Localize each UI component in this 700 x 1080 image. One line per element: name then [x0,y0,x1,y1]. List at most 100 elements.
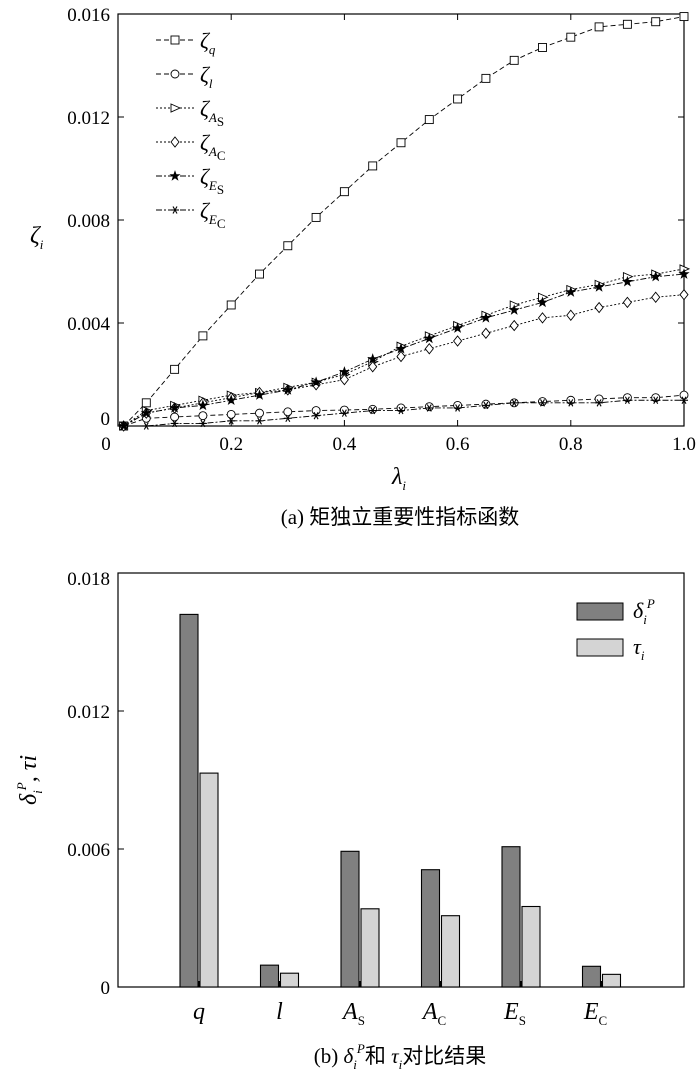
chart-a-legend-label: ζEC [200,198,226,231]
chart-a-point-s5 [255,417,264,425]
chart-a-ylabel-main: ζ [30,223,42,249]
chart-b-bars [179,613,622,988]
chart-a-point-s0 [622,19,632,29]
chart-b-ylabel: δiP, τi [14,755,45,805]
chart-a-legend-label-subsub: S [217,182,224,197]
chart-a-point-s4 [593,281,605,292]
chart-a-ytick-label: 0.008 [67,211,110,232]
chart-a-point-s4 [452,322,464,333]
chart-a-point-s5 [283,414,292,423]
chart-b-legend-label-sup: P [646,596,655,611]
chart-b-ylabel-delta: δ [16,793,42,805]
chart-a-legend-label-subsub: C [217,148,226,163]
chart-b-legend-label-sub: i [641,648,645,663]
chart-a-point-s3 [651,291,661,303]
chart-a-point-s5 [170,419,179,428]
chart-a-point-s1 [226,409,236,419]
chart-b-category-main: l [276,999,283,1025]
chart-b-category-label: q [193,999,205,1025]
chart-a-point-s5 [595,399,604,407]
chart-a-point-s0 [226,300,236,310]
chart-a-legend-item: ζES [156,164,224,197]
chart-a-point-s5 [510,399,519,407]
chart-a-point-s5 [566,399,575,407]
chart-b-legend-label-main: δ [633,598,644,623]
chart-a-point-s5 [651,396,660,404]
chart-a-point-s1 [622,393,632,403]
chart-a-ytick-label: 0.004 [67,314,110,335]
chart-a-point-s4 [480,311,492,323]
chart-a-markers [118,12,691,432]
chart-a-point-s3 [679,288,689,301]
chart-a-point-s4 [565,286,577,297]
chart-b-category-main: A [341,999,358,1025]
chart-a-point-s1 [453,400,463,410]
chart-b-bar-delta [340,850,360,988]
chart-a-point-s4 [367,353,379,364]
chart-a-point-s5 [119,422,128,430]
chart-a-point-s1 [198,411,208,421]
chart-a-point-s3 [424,343,434,355]
chart-a-xlabel-sub: i [402,478,406,493]
chart-a-point-s0 [453,94,463,104]
chart-a-point-s4 [338,366,350,377]
chart-a-ytick-label: 0 [101,409,111,430]
chart-a-xtick-label: 0 [101,434,111,455]
chart-a-legend-label-sub: A [208,144,217,159]
chart-a-point-s0 [509,55,519,65]
chart-a-legend-label: ζAS [200,96,224,129]
chart-a-xtick-label: 0.2 [219,434,243,455]
chart-a-legend-item: ζEC [156,198,226,231]
chart-b-legend-swatch [576,638,624,657]
chart-a-point-s3 [566,309,576,321]
chart-a-point-s1 [368,404,378,414]
chart-b-bar-tau [199,772,219,988]
chart-b-bar-delta [420,869,441,988]
chart-b-legend-item: τi [576,634,645,663]
chart-a-xtick-label: 0.8 [559,434,583,455]
chart-b-bar-tau [521,905,541,988]
chart-b-legend-item: δiP [576,596,655,627]
chart-b-legend-swatch [576,602,624,621]
chart-a-point-s0 [283,241,293,251]
chart-a-point-s0 [538,43,547,52]
chart-b-category-main: A [421,999,438,1025]
chart-b-ylabel-delta-sub: i [30,790,45,794]
chart-b-category-label: AC [421,999,446,1028]
chart-a-legend-label-main: ζ [200,198,211,223]
chart-a-point-s5 [227,417,236,425]
chart-b-caption-delta: δ [344,1044,355,1068]
chart-a-legend-label-subsub: C [217,216,226,231]
chart-a-point-s0 [594,22,604,32]
chart-a-point-s0 [424,115,434,125]
chart-a-point-s5 [340,409,349,417]
chart-b-caption-prefix: (b) [314,1044,344,1068]
chart-a-ylabel: ζi [30,223,44,252]
chart-b-category-sub: S [519,1013,526,1028]
chart-a-point-s0 [170,364,180,374]
chart-a-point-s4 [650,270,662,282]
chart-a-point-s4 [253,389,266,400]
chart-b-bar-tau [279,972,300,988]
chart-b-category-sub: C [438,1013,447,1028]
chart-b-ylabel-delta-sup: P [14,782,29,791]
chart-a-point-s1 [566,395,576,405]
chart-b-ylabel-tau: i [16,755,42,762]
chart-a-point-s0 [679,12,689,22]
chart-b-bar-tau [360,908,380,988]
chart-a-point-s0 [651,17,661,27]
chart-a-point-s1 [481,399,491,409]
chart-a-point-s4 [508,304,520,315]
chart-a-point-s5 [623,396,632,404]
chart-a-point-s0 [566,32,576,42]
chart-a-legend-marker [170,69,180,79]
chart-a-point-s1 [170,412,180,422]
chart-a-legend-marker [171,206,179,214]
chart-a-point-s0 [255,269,264,279]
chart-a-point-s0 [339,187,349,197]
chart-b-caption-and: 和 [365,1044,391,1068]
chart-a-point-s1 [283,407,293,417]
chart-a-point-s3 [481,327,491,340]
